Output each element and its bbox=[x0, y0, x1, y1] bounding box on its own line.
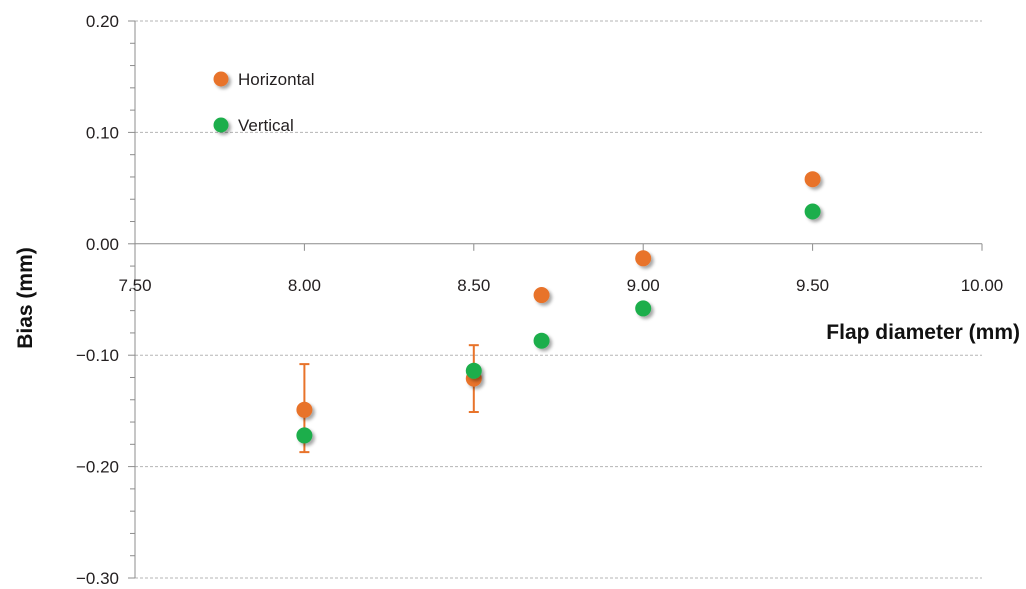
data-point bbox=[296, 427, 313, 444]
y-tick-label: 0.10 bbox=[86, 123, 119, 142]
legend-item-vertical: Vertical bbox=[213, 116, 294, 135]
x-tick-label: 9.00 bbox=[627, 276, 660, 295]
data-point bbox=[533, 287, 550, 304]
axes bbox=[128, 20, 983, 579]
data-point bbox=[296, 401, 313, 418]
series-vertical bbox=[296, 203, 821, 444]
data-point bbox=[465, 362, 482, 379]
y-tick-label: −0.10 bbox=[76, 346, 119, 365]
data-point bbox=[635, 300, 652, 317]
legend-label: Horizontal bbox=[238, 70, 315, 89]
legend-marker bbox=[213, 71, 229, 87]
data-point bbox=[635, 250, 652, 267]
y-tick-label: −0.30 bbox=[76, 569, 119, 588]
legend-item-horizontal: Horizontal bbox=[213, 70, 315, 89]
tick-labels: 0.20 0.10 0.00 −0.10 −0.20 −0.30 7.50 8.00 8.50 9… bbox=[76, 12, 1003, 588]
data-point bbox=[533, 332, 550, 349]
y-tick-label: 0.20 bbox=[86, 12, 119, 31]
legend-marker bbox=[213, 117, 229, 133]
data-point bbox=[804, 203, 821, 220]
data-points bbox=[296, 171, 821, 454]
gridlines bbox=[135, 20, 982, 579]
series-horizontal bbox=[296, 171, 821, 454]
y-axis-title: Bias (mm) bbox=[14, 247, 37, 349]
y-tick-label: 0.00 bbox=[86, 235, 119, 254]
x-tick-label: 8.00 bbox=[288, 276, 321, 295]
x-tick-label: 10.00 bbox=[961, 276, 1004, 295]
legend: Horizontal Vertical bbox=[213, 70, 315, 135]
data-point bbox=[804, 171, 821, 188]
legend-label: Vertical bbox=[238, 116, 294, 135]
x-axis-title: Flap diameter (mm) bbox=[826, 321, 1020, 344]
x-tick-label: 9.50 bbox=[796, 276, 829, 295]
x-tick-label: 7.50 bbox=[118, 276, 151, 295]
x-tick-label: 8.50 bbox=[457, 276, 490, 295]
y-tick-label: −0.20 bbox=[76, 458, 119, 477]
